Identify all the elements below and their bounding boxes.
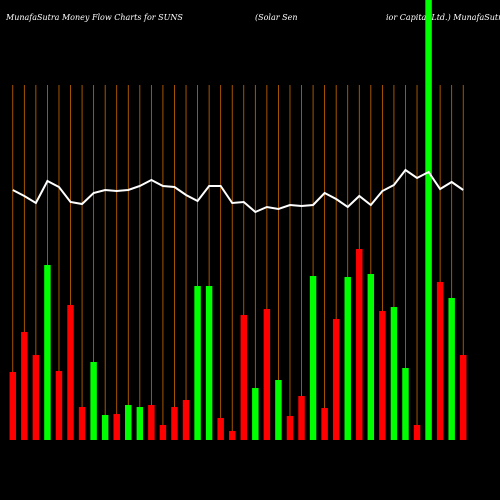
bar bbox=[309, 276, 317, 440]
bar bbox=[402, 368, 409, 440]
bar bbox=[321, 408, 328, 440]
bar bbox=[159, 425, 167, 440]
chart-subtitle: ior Capital Ltd.) MunafaSutra bbox=[386, 13, 500, 22]
bar bbox=[356, 249, 363, 440]
bar bbox=[194, 286, 201, 440]
bar bbox=[148, 405, 155, 440]
bar bbox=[136, 407, 144, 440]
bar bbox=[367, 274, 375, 440]
bar bbox=[182, 400, 190, 440]
bar bbox=[21, 332, 28, 440]
bar bbox=[78, 407, 86, 440]
bar bbox=[425, 0, 432, 440]
bar bbox=[459, 355, 467, 440]
bar bbox=[171, 407, 178, 440]
bar bbox=[113, 414, 120, 440]
bar bbox=[252, 388, 259, 440]
bar bbox=[448, 298, 455, 440]
bar bbox=[275, 380, 282, 440]
bar bbox=[101, 415, 109, 440]
bar bbox=[379, 311, 386, 440]
bar bbox=[44, 265, 51, 440]
chart-title: MunafaSutra Money Flow Charts for SUNS bbox=[5, 13, 183, 22]
bar bbox=[9, 372, 17, 440]
bar bbox=[390, 307, 398, 440]
bar bbox=[32, 355, 40, 440]
bar bbox=[205, 286, 213, 440]
bar bbox=[344, 277, 351, 440]
bar bbox=[240, 315, 248, 440]
bar bbox=[228, 431, 236, 440]
bar bbox=[298, 396, 305, 440]
bar bbox=[413, 425, 421, 440]
bar bbox=[90, 362, 97, 440]
bar bbox=[217, 418, 224, 440]
chart-subtitle: (Solar Sen bbox=[255, 13, 297, 22]
flow-line bbox=[12, 168, 464, 214]
bar bbox=[332, 319, 340, 440]
bar bbox=[55, 371, 63, 440]
bar bbox=[436, 282, 444, 440]
bar bbox=[125, 405, 132, 440]
bar bbox=[286, 416, 294, 440]
bar bbox=[263, 309, 271, 440]
bar bbox=[67, 305, 74, 440]
